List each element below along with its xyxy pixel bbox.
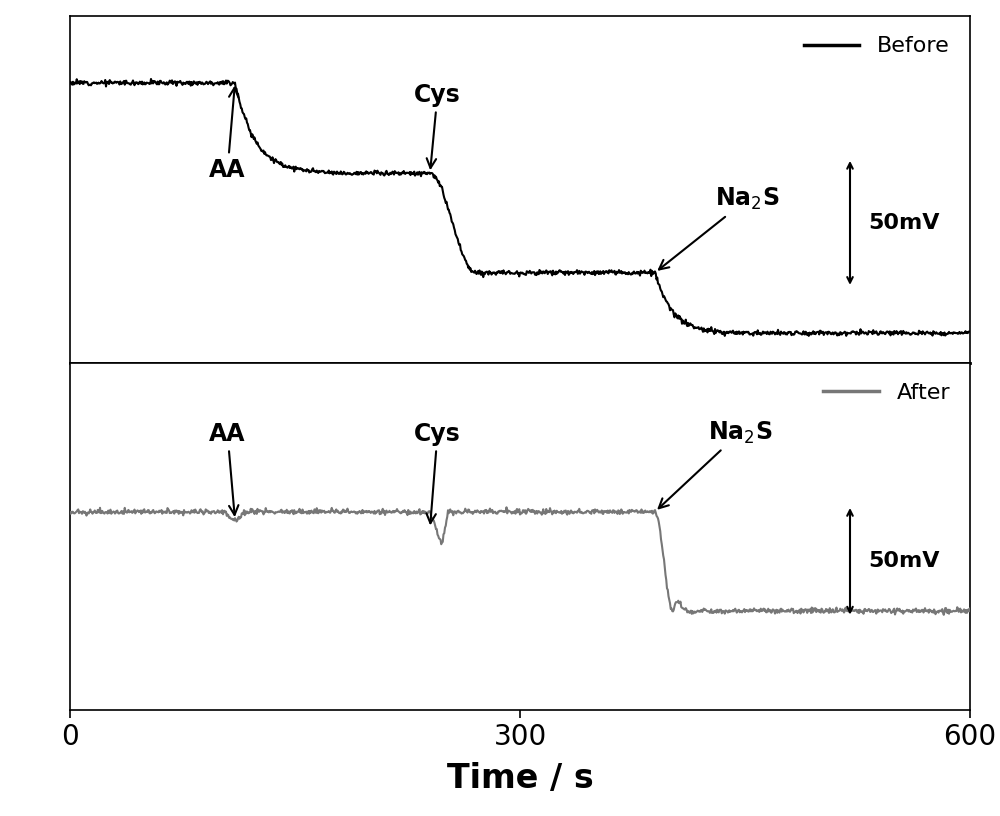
Text: AA: AA — [209, 88, 246, 182]
Text: Cys: Cys — [414, 82, 461, 168]
Text: Na$_2$S: Na$_2$S — [659, 186, 780, 269]
Text: Na$_2$S: Na$_2$S — [659, 419, 772, 508]
Text: 50mV: 50mV — [868, 552, 940, 571]
X-axis label: Time / s: Time / s — [447, 762, 593, 796]
Legend: After: After — [814, 375, 959, 412]
Text: 50mV: 50mV — [868, 213, 940, 233]
Legend: Before: Before — [795, 28, 959, 65]
Text: AA: AA — [209, 422, 246, 515]
Text: Cys: Cys — [414, 422, 461, 523]
